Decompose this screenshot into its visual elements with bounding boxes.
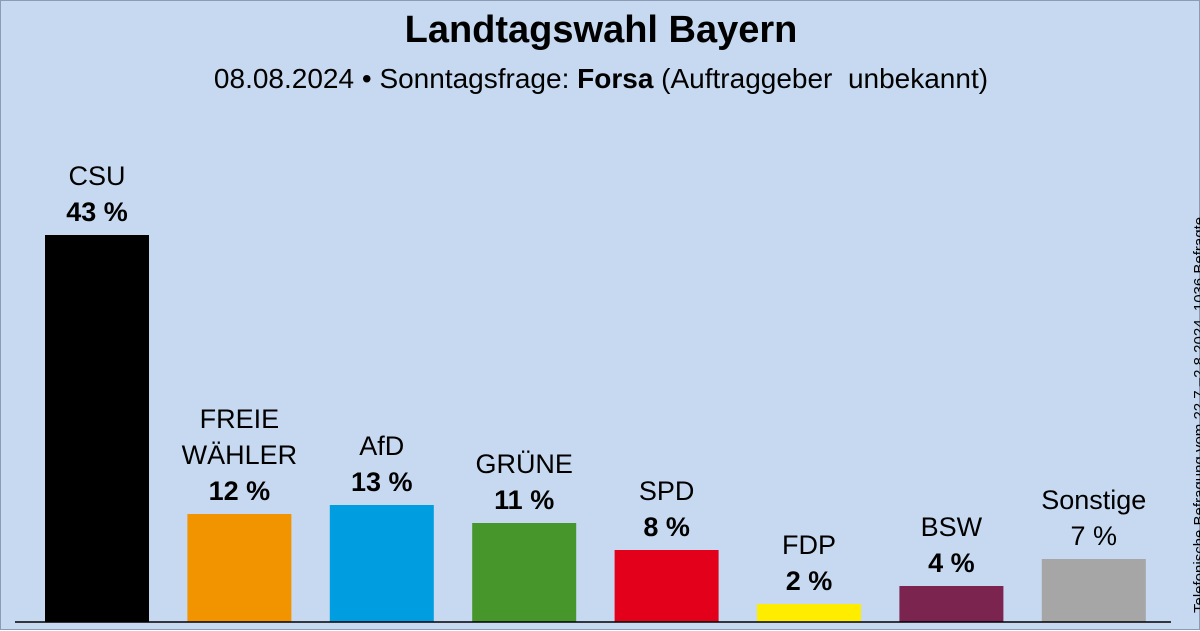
pollster-name: Forsa [577,63,654,94]
category-label-bsw: BSW [921,512,983,542]
bar-spd [614,550,719,622]
value-label-freie-wähler: 12 % [209,476,271,506]
bar-afd [329,505,434,622]
value-label-csu: 43 % [66,197,128,227]
category-label-grüne: GRÜNE [475,449,573,479]
poll-date: 08.08.2024 [213,63,355,94]
chart-subtitle: 08.08.2024 • Sonntagsfrage: Forsa (Auftr… [1,63,1200,95]
category-label-fdp: FDP [782,530,836,560]
bar-sonstige [1041,559,1146,622]
subtitle-separator: • [361,63,372,94]
bar-freie-wähler [187,514,292,622]
value-label-fdp: 2 % [786,566,833,596]
poll-client: (Auftraggeber unbekannt) [661,63,989,94]
bar-bsw [899,586,1004,622]
value-label-afd: 13 % [351,467,413,497]
category-label-csu: CSU [68,161,125,191]
category-label-freie-wähler: FREIE [200,404,280,434]
source-note: Telefonische Befragung vom 22.7.–2.8.202… [1191,216,1200,613]
value-label-grüne: 11 % [494,485,554,515]
bar-fdp [757,604,861,622]
category-label-afd: AfD [359,431,404,461]
value-label-sonstige: 7 % [1071,521,1118,551]
poll-kind: Sonntagsfrage: [379,63,570,94]
bar-csu [45,235,149,622]
value-label-bsw: 4 % [928,548,975,578]
bar-grüne [472,523,577,622]
category-label-freie-wähler: WÄHLER [182,440,298,470]
category-label-sonstige: Sonstige [1041,485,1146,515]
value-label-spd: 8 % [643,512,690,542]
chart-title: Landtagswahl Bayern [404,9,798,51]
category-label-spd: SPD [639,476,695,506]
